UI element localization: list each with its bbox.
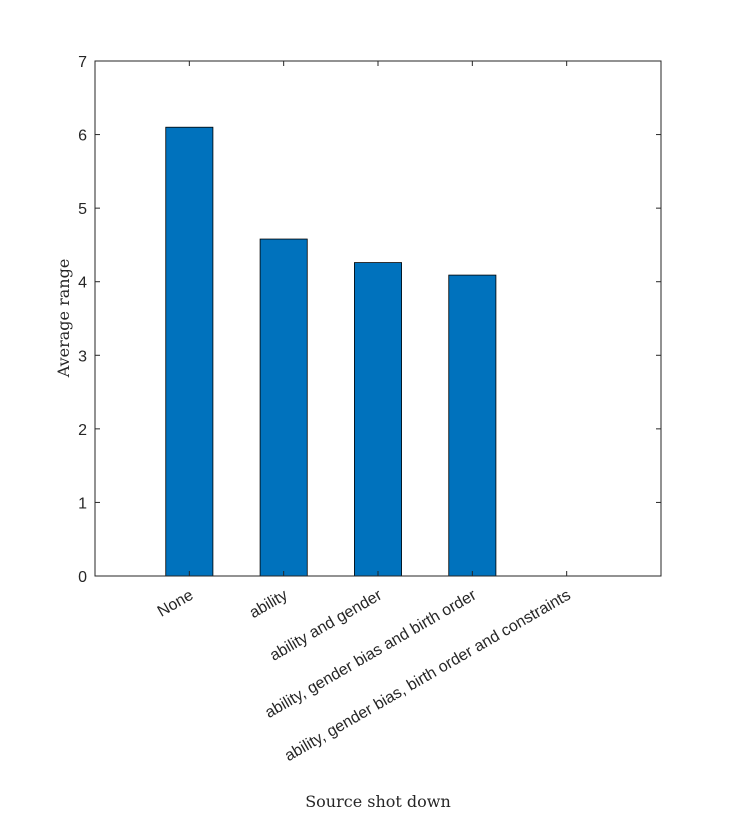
bar-2	[354, 262, 402, 577]
y-tick-label: 2	[78, 422, 87, 439]
y-tick-label: 1	[78, 495, 87, 512]
y-tick-labels: 0 1 2 3 4 5 6 7	[78, 54, 87, 586]
x-tick-label: None	[155, 587, 197, 621]
y-tick-label: 4	[78, 275, 87, 292]
y-axis-title: Average range	[54, 259, 73, 379]
bar-0	[165, 126, 214, 577]
bar-3	[448, 274, 497, 577]
axes-box	[94, 60, 662, 577]
y-tick-label: 0	[78, 569, 87, 586]
bar-1	[259, 238, 308, 577]
x-tick-label: ability	[247, 587, 291, 622]
y-tick-label: 7	[78, 54, 87, 71]
y-tick-label: 3	[78, 348, 87, 365]
y-tick-label: 5	[78, 201, 87, 218]
y-tick-label: 6	[78, 128, 87, 145]
x-axis-title: Source shot down	[305, 792, 451, 811]
bars-group	[165, 126, 497, 577]
